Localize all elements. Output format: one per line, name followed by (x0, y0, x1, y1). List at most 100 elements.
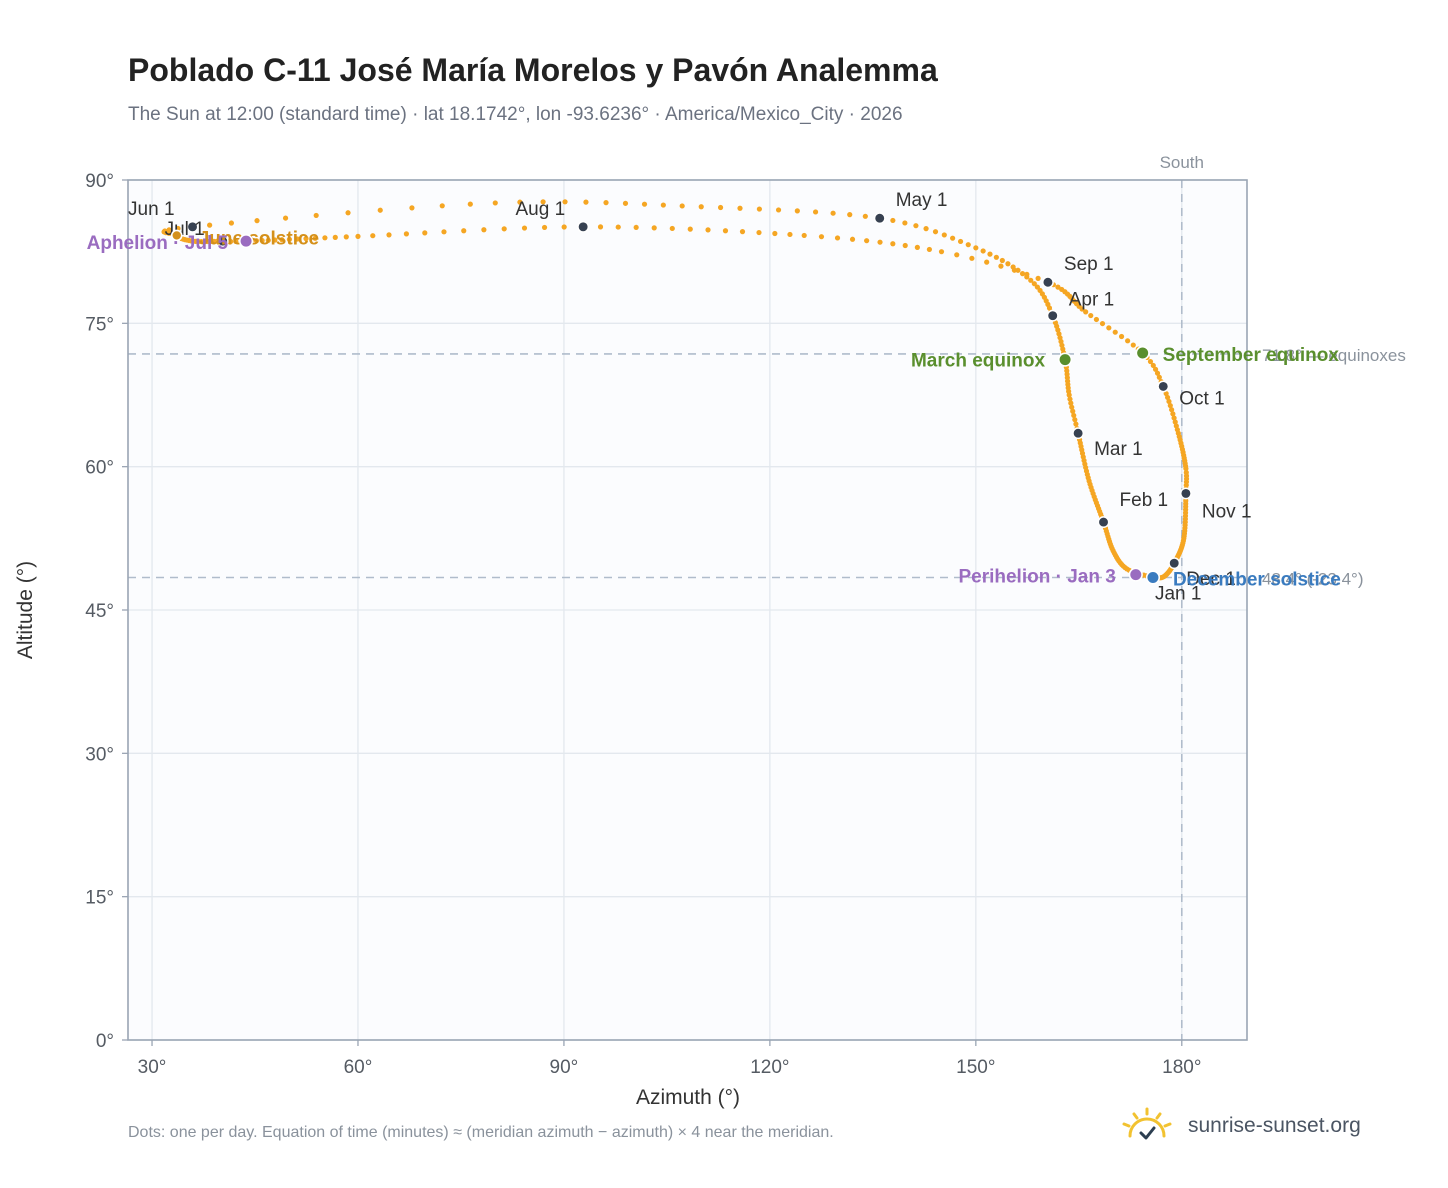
day-dot (794, 208, 800, 214)
day-dot (787, 231, 793, 238)
day-dot (1183, 465, 1189, 472)
day-dot (1147, 358, 1154, 365)
y-tick-label: 45° (85, 601, 114, 622)
day-dot (739, 229, 746, 235)
day-dot (282, 215, 289, 221)
day-dot (265, 237, 271, 243)
day-dot (1011, 267, 1017, 273)
month-label: Sep 1 (1064, 254, 1114, 275)
day-dot (984, 259, 990, 265)
day-dot (272, 237, 278, 243)
month-label: Feb 1 (1120, 490, 1169, 511)
day-dot (965, 242, 971, 248)
day-dot (1019, 271, 1026, 277)
day-dot (914, 244, 920, 250)
day-dot (862, 213, 868, 219)
day-dot (722, 228, 729, 234)
day-dot (1005, 261, 1011, 267)
day-dot (957, 238, 964, 245)
brand-name: sunrise-sunset.org (1188, 1114, 1361, 1137)
day-dot (1172, 419, 1178, 425)
day-dot (1015, 267, 1021, 273)
day-dot (864, 238, 870, 244)
month-marker (1157, 380, 1170, 393)
special-point-label: December solstice (1173, 570, 1341, 591)
day-dot (812, 209, 819, 215)
day-dot (890, 241, 896, 247)
day-dot (902, 220, 908, 226)
day-dot (1171, 415, 1177, 421)
y-tick-label: 0° (96, 1031, 114, 1052)
day-dot (259, 237, 265, 244)
reference-line-label: 48.4° (-23.4°) (1262, 570, 1363, 589)
day-dot (1034, 284, 1041, 290)
day-dot (913, 223, 919, 229)
day-dot (973, 245, 979, 251)
day-dot (660, 202, 666, 208)
x-tick-label: 90° (550, 1057, 579, 1078)
day-dot (1170, 411, 1176, 417)
day-dot (322, 235, 328, 241)
special-point-marker (1128, 567, 1143, 582)
day-dot (207, 222, 213, 228)
day-dot (461, 228, 467, 234)
day-dot (1152, 366, 1159, 372)
day-dot (923, 226, 929, 232)
day-dot (492, 200, 498, 206)
day-dot (669, 225, 675, 232)
day-dot (233, 238, 239, 245)
day-dot (540, 199, 546, 205)
day-dot (756, 206, 762, 212)
x-tick-label: 120° (750, 1057, 789, 1078)
day-dot (597, 224, 604, 230)
day-dot (1164, 394, 1171, 401)
y-tick-label: 60° (85, 458, 114, 479)
day-dot (386, 232, 392, 238)
y-tick-label: 30° (85, 744, 114, 765)
south-label: South (1160, 153, 1204, 172)
day-dot (228, 220, 235, 226)
day-dot (1070, 408, 1076, 414)
day-dot (1130, 342, 1136, 348)
month-marker (1072, 427, 1085, 440)
day-dot (441, 229, 447, 235)
day-dot (521, 225, 528, 231)
x-tick-label: 60° (344, 1057, 373, 1078)
day-dot (312, 235, 318, 241)
month-label: Aug 1 (515, 199, 565, 220)
day-dot (1106, 325, 1112, 331)
day-dot (481, 227, 487, 233)
day-dot (253, 238, 260, 244)
day-dot (1055, 284, 1061, 290)
day-dot (1088, 312, 1094, 319)
day-dot (847, 212, 853, 218)
y-tick-label: 15° (85, 888, 114, 909)
day-dot (932, 229, 939, 235)
brand-logo[interactable]: sunrise-sunset.org (1120, 1104, 1361, 1148)
month-marker (1179, 487, 1192, 500)
special-point-label: Perihelion · Jan 3 (958, 567, 1115, 588)
day-dot (969, 255, 975, 261)
day-dot (1093, 316, 1100, 323)
day-dot (801, 232, 807, 239)
sun-logo-icon (1122, 1107, 1172, 1140)
y-axis-label: Altitude (°) (14, 561, 37, 659)
day-dot (303, 236, 309, 242)
day-dot (641, 201, 648, 207)
day-dot (1067, 396, 1073, 402)
day-dot (987, 251, 993, 257)
day-dot (1068, 400, 1074, 406)
day-dot (1072, 417, 1078, 423)
day-dot (332, 234, 338, 240)
day-dot (1079, 306, 1085, 312)
page-subtitle: The Sun at 12:00 (standard time) · lat 1… (128, 104, 903, 125)
day-dot (999, 257, 1005, 264)
month-marker (1046, 309, 1059, 322)
month-marker (186, 220, 199, 233)
special-point-label: June solstice (199, 228, 319, 249)
day-dot (1073, 421, 1079, 427)
month-marker (1168, 557, 1181, 570)
day-dot (1071, 412, 1077, 419)
month-label: Apr 1 (1069, 290, 1114, 311)
special-point-marker (170, 229, 183, 242)
